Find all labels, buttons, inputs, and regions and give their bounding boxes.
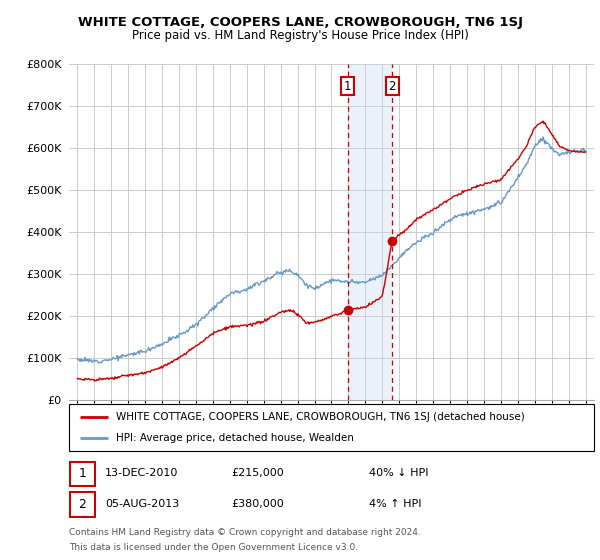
Text: WHITE COTTAGE, COOPERS LANE, CROWBOROUGH, TN6 1SJ: WHITE COTTAGE, COOPERS LANE, CROWBOROUGH… (77, 16, 523, 29)
Text: 1: 1 (344, 80, 352, 92)
Text: 13-DEC-2010: 13-DEC-2010 (105, 468, 178, 478)
FancyBboxPatch shape (70, 492, 95, 517)
Text: 1: 1 (79, 467, 86, 480)
Bar (347, 64, 392, 400)
FancyBboxPatch shape (70, 461, 95, 486)
Text: 05-AUG-2013: 05-AUG-2013 (105, 499, 179, 509)
Text: 2: 2 (79, 498, 86, 511)
Text: WHITE COTTAGE, COOPERS LANE, CROWBOROUGH, TN6 1SJ (detached house): WHITE COTTAGE, COOPERS LANE, CROWBOROUGH… (116, 412, 525, 422)
Text: 40% ↓ HPI: 40% ↓ HPI (369, 468, 428, 478)
Text: HPI: Average price, detached house, Wealden: HPI: Average price, detached house, Weal… (116, 433, 354, 443)
Text: This data is licensed under the Open Government Licence v3.0.: This data is licensed under the Open Gov… (69, 543, 358, 552)
Text: £380,000: £380,000 (231, 499, 284, 509)
Text: £215,000: £215,000 (231, 468, 284, 478)
Text: 4% ↑ HPI: 4% ↑ HPI (369, 499, 421, 509)
Text: Contains HM Land Registry data © Crown copyright and database right 2024.: Contains HM Land Registry data © Crown c… (69, 528, 421, 536)
Text: Price paid vs. HM Land Registry's House Price Index (HPI): Price paid vs. HM Land Registry's House … (131, 29, 469, 42)
Text: 2: 2 (389, 80, 396, 92)
